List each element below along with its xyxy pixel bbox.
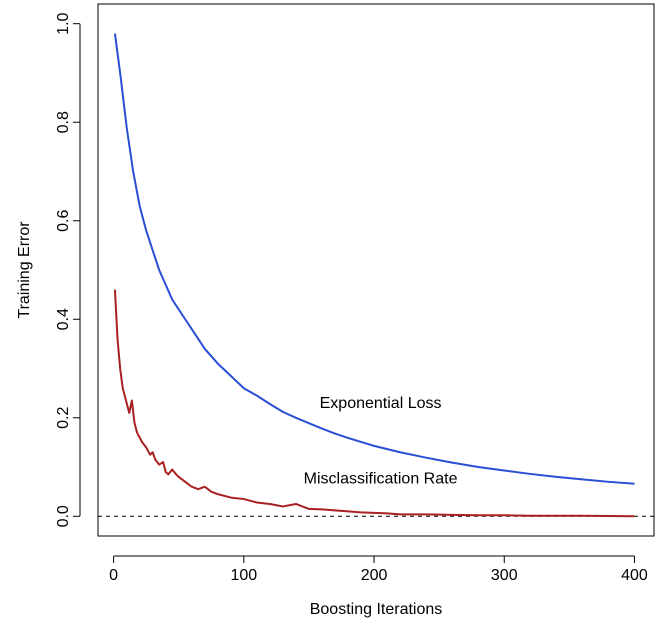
y-axis-title: Training Error [16, 221, 33, 319]
y-tick-label: 0.6 [55, 210, 72, 232]
x-tick-label: 100 [230, 567, 257, 584]
y-tick-label: 0.4 [55, 308, 72, 330]
x-axis: 0 100 200 300 400 [109, 555, 648, 584]
x-tick-label: 300 [491, 567, 518, 584]
x-axis-title: Boosting Iterations [310, 601, 443, 618]
y-tick-label: 0.2 [55, 407, 72, 429]
plot-frame [97, 3, 655, 537]
x-tick-label: 200 [361, 567, 388, 584]
y-axis: 0.0 0.2 0.4 0.6 0.8 1.0 [55, 12, 81, 527]
exponential-loss-label: Exponential Loss [320, 395, 442, 412]
y-tick-label: 0.8 [55, 111, 72, 133]
annotation-layer: Exponential Loss Misclassification Rate [304, 395, 458, 487]
exponential-loss-line [113, 33, 635, 485]
series-layer [113, 33, 635, 518]
y-tick-label: 1.0 [55, 12, 72, 34]
y-tick-label: 0.0 [55, 505, 72, 527]
misclassification-rate-label: Misclassification Rate [304, 470, 458, 487]
misclassification-rate-line [113, 289, 635, 518]
x-tick-label: 400 [621, 567, 648, 584]
x-tick-label: 0 [109, 567, 118, 584]
